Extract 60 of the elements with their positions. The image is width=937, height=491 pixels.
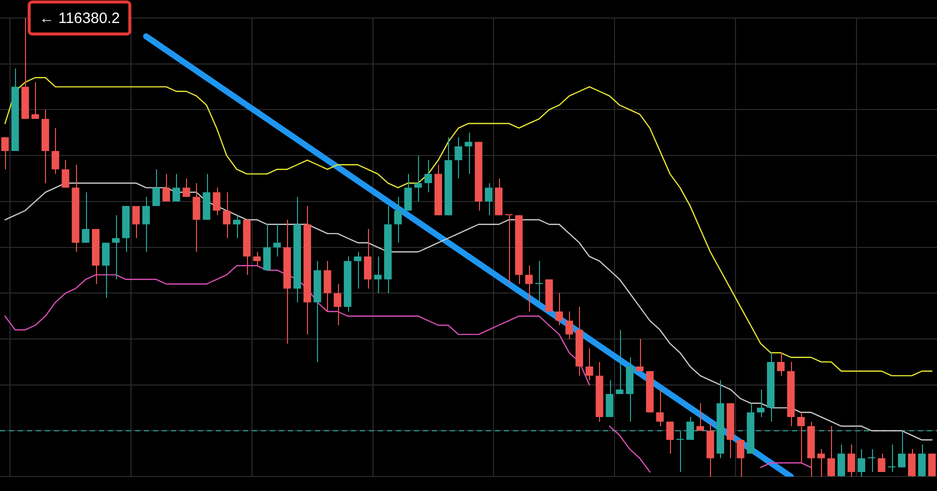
candlestick xyxy=(212,187,220,216)
candlestick xyxy=(31,82,40,120)
candlestick xyxy=(868,448,876,473)
candlestick xyxy=(222,192,230,239)
candlestick xyxy=(777,352,785,376)
candlestick xyxy=(102,242,110,298)
candlestick xyxy=(414,155,422,202)
candlestick xyxy=(606,380,614,418)
candlestick xyxy=(464,132,472,174)
candlestick xyxy=(424,160,432,193)
candlestick xyxy=(797,412,805,464)
candlestick xyxy=(232,214,241,239)
candlestick xyxy=(636,338,644,372)
candlestick xyxy=(736,439,744,478)
candlestick xyxy=(132,206,140,239)
candlestick xyxy=(394,196,402,244)
candlestick xyxy=(928,453,936,478)
candlestick xyxy=(505,214,513,284)
candlestick xyxy=(162,173,170,202)
candlestick xyxy=(535,260,543,303)
candlestick xyxy=(616,329,624,395)
candlestick xyxy=(182,178,190,198)
candlestick xyxy=(263,224,271,271)
candlestick xyxy=(656,388,664,427)
candlestick xyxy=(666,421,674,454)
candlestick xyxy=(404,173,412,212)
candlestick xyxy=(253,251,261,266)
candlestick xyxy=(838,444,846,478)
candlestick xyxy=(82,192,90,244)
candlestick xyxy=(878,453,886,473)
candlestick xyxy=(555,292,563,326)
candlestick xyxy=(354,251,362,290)
candlestick xyxy=(827,426,835,478)
candlestick xyxy=(152,168,160,207)
candlestick xyxy=(374,256,382,294)
candlestick xyxy=(918,444,926,478)
candlestick xyxy=(172,173,180,202)
candlestick xyxy=(192,182,200,252)
annotation: ← 116380.2 xyxy=(39,10,120,28)
candlestick xyxy=(817,448,825,478)
candlestick xyxy=(888,444,896,473)
candlestick xyxy=(908,448,916,478)
candlestick xyxy=(848,444,856,478)
candlestick xyxy=(525,265,533,312)
candlestick xyxy=(324,260,332,312)
candlestick xyxy=(364,228,372,290)
candlestick xyxy=(1,136,9,170)
candlestick xyxy=(62,160,70,188)
candlestick xyxy=(52,128,60,174)
candlestick xyxy=(142,196,150,252)
candlestick xyxy=(586,348,594,381)
candlestick xyxy=(565,311,574,340)
candlestick xyxy=(858,448,866,478)
candlestick xyxy=(484,182,492,216)
candlestick xyxy=(454,136,462,180)
candlestick xyxy=(696,402,704,432)
candlestick xyxy=(334,283,342,326)
candlestick xyxy=(273,224,281,257)
candlestick xyxy=(756,388,764,418)
candlestick xyxy=(112,214,120,280)
